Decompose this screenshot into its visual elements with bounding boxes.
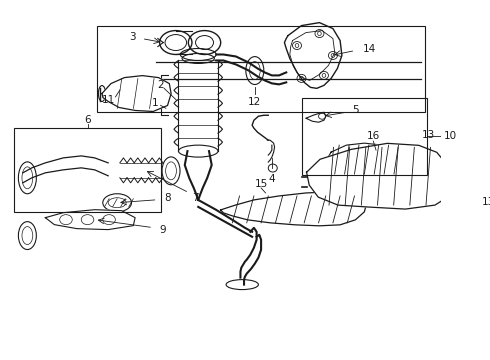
Text: 11: 11	[101, 95, 115, 105]
Polygon shape	[102, 76, 171, 112]
Text: 7: 7	[192, 193, 198, 203]
Text: 2: 2	[157, 80, 164, 90]
Polygon shape	[284, 23, 342, 88]
Polygon shape	[327, 143, 405, 178]
Text: 8: 8	[165, 193, 172, 203]
Text: 10: 10	[443, 131, 457, 141]
Text: 4: 4	[269, 174, 275, 184]
Polygon shape	[220, 192, 367, 226]
Polygon shape	[306, 112, 326, 122]
Text: 5: 5	[352, 105, 358, 115]
Text: 1: 1	[152, 98, 158, 108]
Bar	[98, 26, 425, 112]
Text: 15: 15	[254, 179, 268, 189]
Bar	[14, 128, 161, 212]
Polygon shape	[45, 210, 135, 230]
Text: 12: 12	[248, 97, 262, 107]
Text: 13: 13	[482, 197, 490, 207]
Text: 16: 16	[367, 131, 380, 141]
Bar	[302, 98, 427, 175]
Text: 6: 6	[84, 115, 91, 125]
Text: 3: 3	[129, 32, 135, 41]
Text: 14: 14	[363, 44, 376, 54]
Text: 13: 13	[422, 130, 435, 140]
Polygon shape	[307, 143, 453, 209]
Text: 9: 9	[159, 225, 166, 235]
